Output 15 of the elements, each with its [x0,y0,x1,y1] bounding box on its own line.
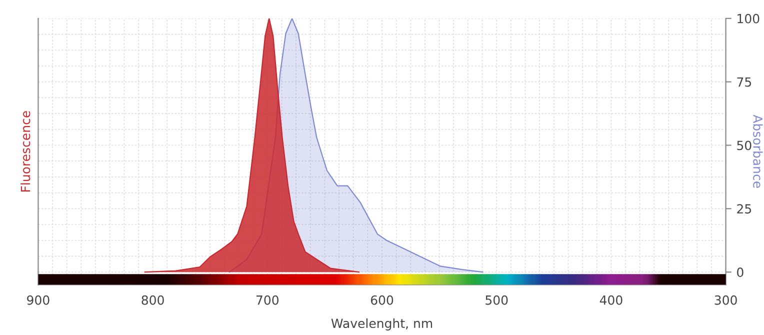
x-tick-label: 300 [714,295,737,305]
x-axis-title: Wavelenght, nm [331,318,432,330]
y-tick-label: 75 [737,77,752,87]
x-tick-label: 700 [256,295,278,305]
y2-axis-title: Absorbance [753,114,763,188]
x-tick-label: 500 [486,295,508,305]
x-tick-label: 900 [27,295,50,305]
y-tick-label: 25 [737,204,752,214]
x-tick-label: 400 [600,295,622,305]
y-axis-title: Fluorescence [20,111,30,192]
y-tick-label: 100 [738,14,760,24]
x-tick-label: 800 [142,295,164,305]
x-tick-label: 600 [370,295,394,305]
y-tick-label: 0 [737,268,744,277]
y-tick-label: 50 [737,140,752,150]
